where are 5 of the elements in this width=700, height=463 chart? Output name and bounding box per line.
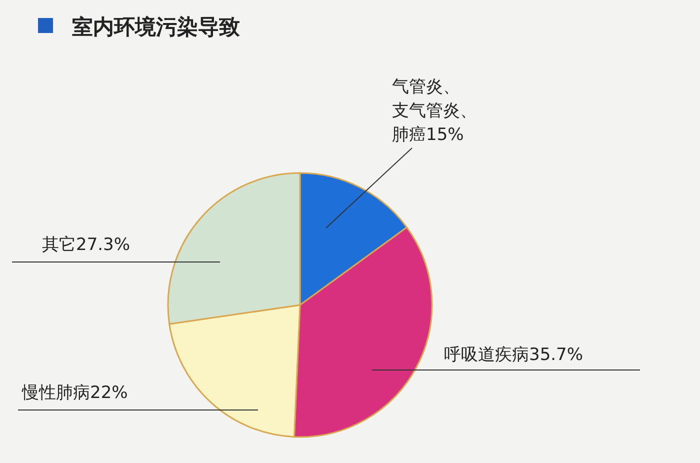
slice-label: 呼吸道疾病35.7%: [444, 345, 584, 365]
slice-label: 气管炎、支气管炎、肺癌15%: [392, 77, 477, 145]
chart-title: 室内环境污染导致: [72, 15, 240, 39]
slice-label: 慢性肺病22%: [21, 383, 128, 403]
slice-label: 其它27.3%: [42, 235, 130, 255]
